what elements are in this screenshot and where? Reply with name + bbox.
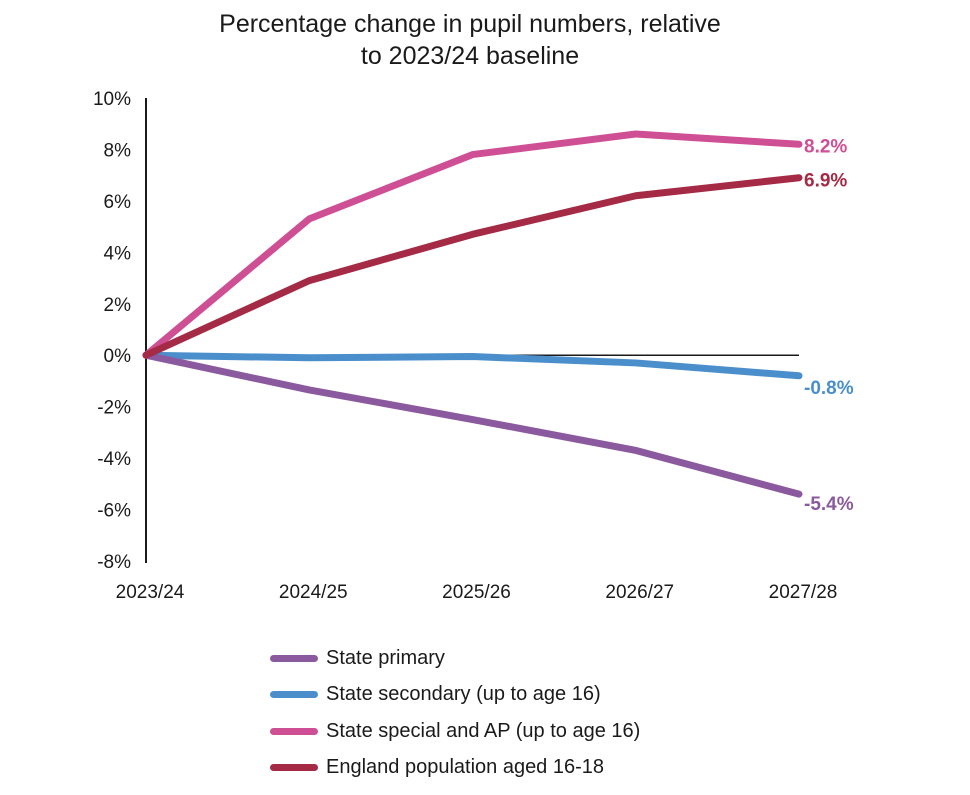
series-line-0 [142, 351, 803, 498]
legend-swatch [270, 691, 318, 699]
chart-title-line-1: Percentage change in pupil numbers, rela… [219, 10, 721, 38]
end-label: 6.9% [804, 171, 847, 192]
end-label: -5.4% [804, 494, 854, 515]
y-tick-label: -2% [97, 398, 131, 419]
y-tick-label: 0% [104, 346, 132, 367]
legend-swatch [270, 764, 318, 772]
chart-title: Percentage change in pupil numbers, rela… [0, 8, 940, 72]
chart-title-line-2: to 2023/24 baseline [360, 42, 580, 70]
y-tick-label: 6% [104, 192, 132, 213]
series-line-2 [142, 130, 803, 359]
series-line-3 [142, 174, 803, 359]
y-tick-label: 8% [104, 140, 132, 161]
y-tick-label: -4% [97, 449, 131, 470]
legend-item: State secondary (up to age 16) [270, 677, 640, 714]
x-tick-label: 2025/26 [442, 582, 511, 603]
end-label: -0.8% [804, 378, 854, 399]
legend-item: England population aged 16-18 [270, 750, 640, 787]
x-tick-label: 2027/28 [769, 582, 838, 603]
y-tick-label: 10% [93, 89, 131, 110]
x-tick-label: 2024/25 [279, 582, 348, 603]
legend-item: State special and AP (up to age 16) [270, 713, 640, 750]
y-tick-label: -8% [97, 552, 131, 573]
end-labels: -5.4% -0.8% 8.2% 6.9% [804, 136, 854, 515]
line-chart: 10% 8% 6% 4% 2% 0% -2% -4% -6% -8% 2023/24 2024/25… [93, 89, 854, 603]
legend-swatch [270, 727, 318, 735]
legend-label: State secondary (up to age 16) [326, 683, 601, 706]
end-label: 8.2% [804, 136, 847, 157]
y-tick-label: 4% [104, 243, 132, 264]
series-lines [142, 130, 803, 498]
legend-label: State special and AP (up to age 16) [326, 719, 641, 742]
legend-label: England population aged 16-18 [326, 756, 605, 779]
legend-item: State primary [270, 640, 640, 677]
legend-label: State primary [326, 646, 445, 669]
y-tick-label: -6% [97, 501, 131, 522]
x-tick-label: 2023/24 [116, 582, 185, 603]
x-tick-label: 2026/27 [605, 582, 674, 603]
y-tick-label: 2% [104, 295, 132, 316]
legend-swatch [270, 654, 318, 662]
legend: State primary State secondary (up to age … [270, 640, 640, 786]
y-axis-ticks: 10% 8% 6% 4% 2% 0% -2% -4% -6% -8% [93, 89, 131, 573]
x-axis-ticks: 2023/24 2024/25 2025/26 2026/27 2027/28 [116, 582, 838, 603]
